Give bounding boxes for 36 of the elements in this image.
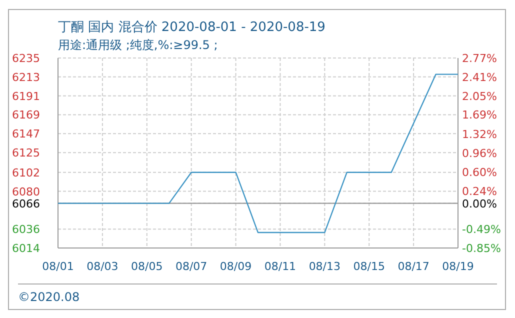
x-tick-label: 08/03: [86, 260, 118, 273]
y-tick-label: 6191: [12, 90, 40, 103]
y2-tick-label: 2.05%: [462, 90, 497, 103]
y-tick-label: 6125: [12, 146, 40, 160]
y2-tick-label: 2.41%: [462, 70, 497, 84]
y2-tick-label: -0.49%: [462, 223, 501, 236]
y2-tick-label: 1.32%: [462, 128, 497, 142]
y2-tick-label: 0.60%: [462, 166, 497, 179]
y-tick-label: 6169: [12, 108, 40, 122]
x-tick-label: 08/05: [131, 260, 163, 273]
y2-tick-label: 2.77%: [462, 52, 497, 65]
x-tick-label: 08/07: [175, 260, 208, 273]
y-tick-label: 6080: [12, 185, 40, 198]
chart-title: 丁酮 国内 混合价 2020-08-01 - 2020-08-19: [58, 20, 326, 35]
text: ©2020.08: [18, 290, 80, 304]
x-tick-label: 08/11: [264, 260, 296, 273]
y-tick-label: 6213: [12, 70, 40, 84]
x-tick-label: 08/17: [398, 260, 430, 273]
y-tick-label: 6014: [12, 242, 40, 255]
y2-tick-label: -0.85%: [462, 242, 501, 255]
chart-subtitle: 用途:通用级 ;纯度,%:≥99.5 ;: [58, 38, 218, 52]
y-tick-label: 6235: [12, 52, 40, 65]
x-tick-label: 08/09: [220, 260, 252, 273]
x-tick-label: 08/01: [42, 260, 74, 273]
y2-tick-label: 0.00%: [462, 197, 497, 210]
y-tick-label: 6102: [12, 166, 40, 180]
y2-tick-label: 1.69%: [462, 108, 497, 122]
y-tick-label: 6147: [12, 128, 40, 141]
y-tick-label: 6066: [12, 197, 40, 210]
x-tick-label: 08/15: [353, 260, 385, 273]
y-tick-label: 6036: [12, 223, 40, 236]
y2-tick-label: 0.24%: [462, 184, 497, 198]
line-series: [57, 74, 459, 234]
y2-tick-label: 0.96%: [462, 147, 497, 160]
x-tick-label: 08/19: [442, 260, 474, 273]
x-tick-label: 08/13: [308, 260, 341, 273]
